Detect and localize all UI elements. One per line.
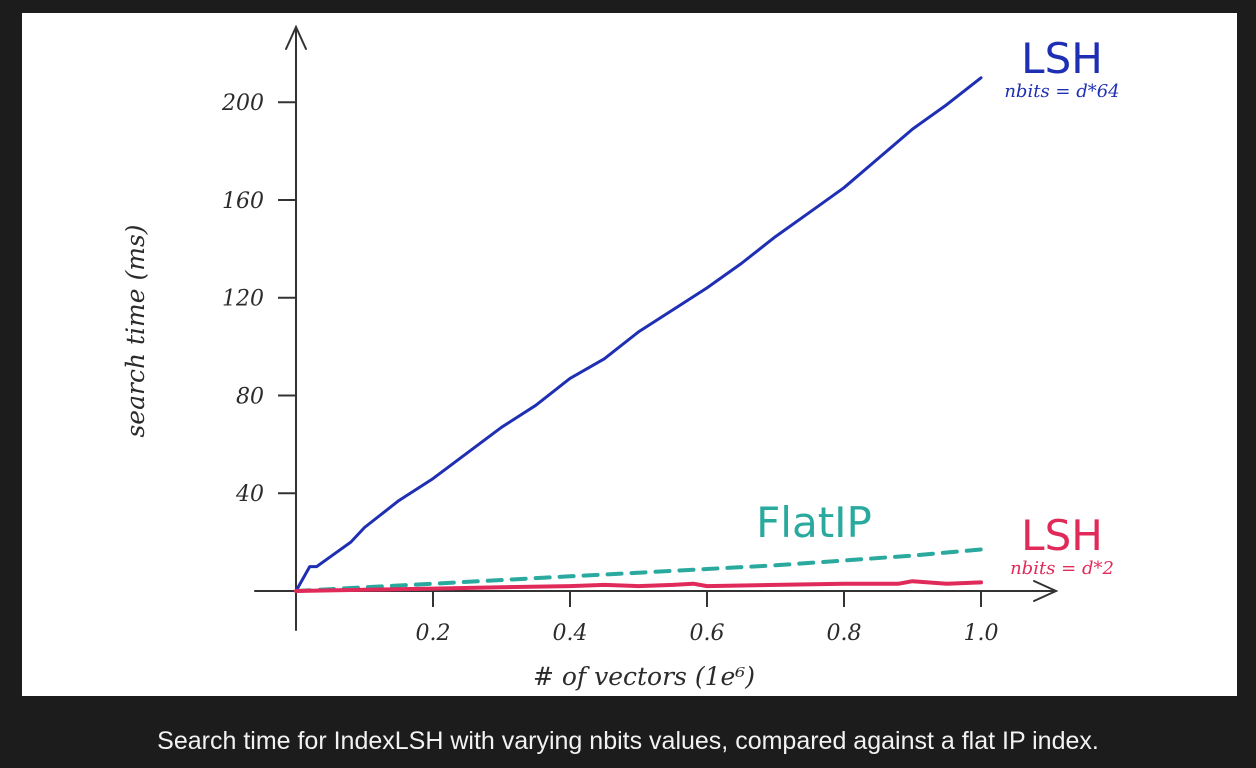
- x-tick-label: 0.6: [690, 621, 725, 646]
- y-axis-arrow: [285, 24, 307, 50]
- x-tick-label: 1.0: [964, 621, 999, 646]
- series-annotation-lsh-d64: nbits = d*64: [1004, 81, 1119, 102]
- figure-caption: Search time for IndexLSH with varying nb…: [157, 727, 1099, 755]
- axes: 40 80 120 160 200 0.2 0.4 0.6 0.8 1.0: [221, 24, 1059, 646]
- y-tick-label: 200: [221, 91, 264, 116]
- x-tick-label: 0.8: [827, 621, 862, 646]
- line-chart: 40 80 120 160 200 0.2 0.4 0.6 0.8 1.0 # of vector…: [121, 24, 1120, 691]
- series-label-lsh-d2: LSH: [1021, 511, 1103, 560]
- y-tick-label: 80: [236, 384, 264, 409]
- lsh-d2-line: [294, 579, 983, 593]
- y-tick-label: 160: [222, 189, 264, 214]
- series-annotation-lsh-d2: nbits = d*2: [1010, 558, 1114, 579]
- y-tick-label: 120: [222, 287, 264, 312]
- x-axis-arrow: [1033, 580, 1059, 602]
- figure-panel: 40 80 120 160 200 0.2 0.4 0.6 0.8 1.0 # of vector…: [22, 13, 1237, 696]
- y-axis-label: search time (ms): [121, 224, 150, 437]
- x-tick-label: 0.2: [416, 621, 451, 646]
- flatip-line: [294, 547, 983, 593]
- x-tick-label: 0.4: [553, 621, 588, 646]
- y-tick-label: 40: [235, 482, 264, 507]
- series-label-lsh-d64: LSH: [1021, 34, 1103, 83]
- series-label-flatip: FlatIP: [756, 498, 872, 547]
- series-lines: [294, 76, 983, 593]
- lsh-d64-line: [294, 76, 983, 593]
- x-axis-label: # of vectors (1e⁶): [533, 662, 755, 691]
- chart-labels: # of vectors (1e⁶)search time (ms)LSHnbi…: [121, 34, 1120, 691]
